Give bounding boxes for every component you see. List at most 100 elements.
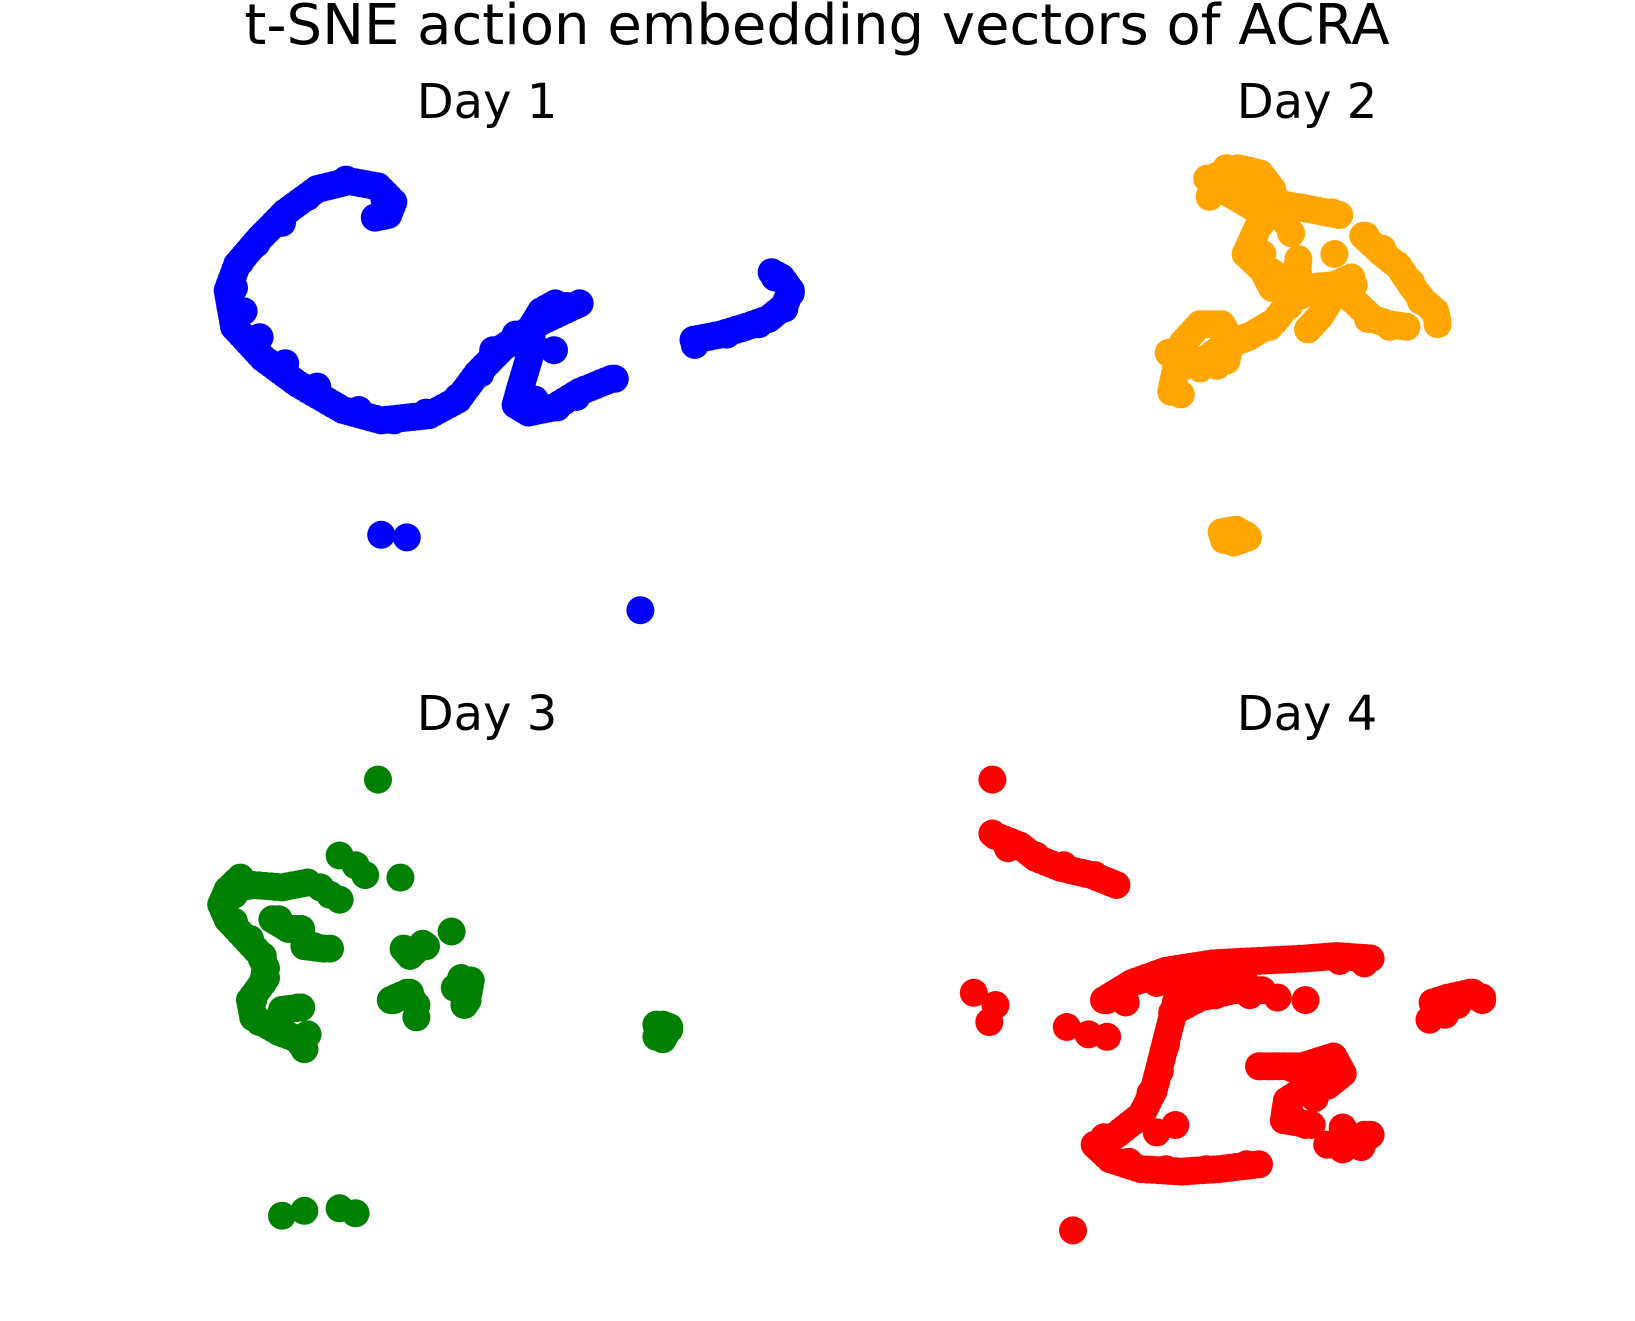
scatter-point-day-4-260 <box>1279 1054 1308 1083</box>
scatter-point-day-2-215 <box>1284 260 1313 289</box>
scatter-point-day-1-233 <box>760 263 789 292</box>
scatter-point-day-2-231 <box>1255 312 1284 341</box>
scatter-point-day-1-223 <box>520 385 549 414</box>
scatter-point-day-3-121 <box>293 1020 322 1049</box>
scatter-point-day-4-231 <box>978 765 1007 794</box>
scatter-point-day-4-247 <box>1350 949 1379 978</box>
panel-title-day-4: Day 4 <box>1237 686 1378 742</box>
scatter-point-day-1-211 <box>344 396 373 424</box>
scatter-point-day-2-230 <box>1231 323 1260 352</box>
scatter-point-day-1-236 <box>626 596 655 625</box>
panel-title-day-2: Day 2 <box>1237 74 1378 130</box>
scatter-point-day-4-282 <box>1059 1216 1087 1245</box>
scatter-point-day-2-239 <box>1339 271 1368 300</box>
scatter-point-day-1-200 <box>360 203 389 232</box>
scatter-point-day-1-208 <box>245 323 274 352</box>
scatter-point-day-1-216 <box>479 336 508 365</box>
scatter-point-day-2-233 <box>1286 281 1315 310</box>
panel-title-day-3: Day 3 <box>417 686 558 742</box>
scatter-point-day-4-281 <box>1093 1022 1122 1051</box>
scatter-point-day-3-103 <box>364 765 392 794</box>
scatter-point-day-4-254 <box>1152 1155 1180 1184</box>
scatter-point-day-1-209 <box>271 349 300 378</box>
panel-day-1: Day 1 <box>213 74 805 625</box>
scatter-point-day-3-119 <box>268 1018 296 1046</box>
panel-day-2: Day 2 <box>1154 74 1452 557</box>
scatter-point-day-2-200 <box>1212 154 1241 183</box>
scatter-point-day-2-222 <box>1423 310 1452 339</box>
scatter-point-day-2-242 <box>1231 520 1260 549</box>
scatter-point-day-3-127 <box>412 932 440 961</box>
scatter-point-day-4-278 <box>975 1008 1004 1037</box>
scatter-point-day-3-126 <box>284 993 312 1022</box>
scatter-point-day-1-204 <box>242 229 271 258</box>
scatter-point-day-4-269 <box>1350 1120 1379 1149</box>
scatter-point-day-1-220 <box>565 289 594 318</box>
scatter-point-day-4-239 <box>1111 988 1140 1017</box>
scatter-point-day-2-236 <box>1354 305 1382 333</box>
scatter-point-day-4-275 <box>1458 978 1487 1007</box>
scatter-point-day-4-249 <box>1145 1057 1174 1086</box>
scatter-point-day-1-212 <box>380 406 408 435</box>
scatter-point-day-1-218 <box>530 302 559 331</box>
scatter-marks-day-2 <box>1154 154 1452 557</box>
panel-title-day-1: Day 1 <box>417 74 558 130</box>
scatter-point-day-2-237 <box>1375 312 1404 341</box>
scatter-point-day-3-137 <box>655 1015 684 1044</box>
scatter-point-day-1-235 <box>392 523 421 552</box>
scatter-point-day-4-258 <box>1161 1111 1190 1139</box>
scatter-point-day-3-130 <box>437 917 466 946</box>
figure-title: t-SNE action embedding vectors of ACRA <box>244 0 1389 58</box>
scatter-point-day-1-201 <box>332 165 360 194</box>
scatter-point-day-1-214 <box>444 383 472 411</box>
scatter-point-day-4-237 <box>1096 868 1125 897</box>
scatter-point-day-1-234 <box>367 520 396 549</box>
scatter-point-day-3-118 <box>245 1008 274 1037</box>
scatter-marks-day-1 <box>213 165 805 625</box>
scatter-point-day-3-109 <box>325 885 354 914</box>
scatter-point-day-4-276 <box>959 978 988 1007</box>
scatter-point-day-1-221 <box>514 338 543 367</box>
scatter-point-day-1-228 <box>680 331 709 359</box>
scatter-point-day-3-138 <box>268 1201 296 1230</box>
scatter-point-day-1-205 <box>226 247 255 276</box>
scatter-point-day-1-203 <box>268 208 296 237</box>
scatter-point-day-4-270 <box>1328 1113 1357 1142</box>
scatter-marks-day-4 <box>959 765 1497 1245</box>
scatter-point-day-4-255 <box>1192 1155 1221 1184</box>
scatter-point-day-3-125 <box>316 934 344 963</box>
scatter-point-day-4-240 <box>1142 969 1171 997</box>
scatter-point-day-3-122 <box>264 905 293 934</box>
scatter-point-day-1-229 <box>712 320 741 349</box>
scatter-point-day-1-215 <box>466 359 495 388</box>
scatter-point-day-3-110 <box>386 863 415 892</box>
scatter-point-day-4-233 <box>993 834 1022 863</box>
scatter-point-day-1-210 <box>303 372 332 401</box>
scatter-point-day-2-203 <box>1229 180 1258 209</box>
scatter-point-day-1-230 <box>744 310 773 339</box>
scatter-point-day-2-201 <box>1241 159 1270 188</box>
scatter-point-day-4-252 <box>1083 1133 1112 1162</box>
scatter-point-day-2-225 <box>1166 380 1195 409</box>
scatter-point-day-3-116 <box>252 964 280 992</box>
scatter-point-day-1-207 <box>229 297 258 326</box>
scatter-point-day-4-259 <box>1245 1052 1273 1081</box>
scatter-point-day-1-213 <box>412 398 440 427</box>
scatter-point-day-3-133 <box>402 1003 431 1032</box>
scatter-point-day-4-244 <box>1263 983 1292 1012</box>
scatter-point-day-4-243 <box>1235 981 1264 1010</box>
scatter-point-day-3-117 <box>239 986 268 1015</box>
scatter-marks-day-3 <box>207 765 684 1230</box>
scatter-point-day-3-115 <box>248 942 277 970</box>
scatter-point-day-4-246 <box>1325 946 1354 975</box>
scatter-point-day-1-222 <box>540 336 568 365</box>
scatter-point-day-4-253 <box>1114 1147 1143 1176</box>
scatter-point-day-4-279 <box>1052 1013 1081 1041</box>
scatter-point-day-4-256 <box>1232 1150 1261 1179</box>
scatter-point-day-4-245 <box>1291 986 1320 1015</box>
scatter-point-day-2-228 <box>1202 351 1231 380</box>
scatter-point-day-4-234 <box>1021 841 1050 870</box>
scatter-point-day-4-241 <box>1170 978 1199 1007</box>
scatter-point-day-3-141 <box>341 1199 370 1228</box>
